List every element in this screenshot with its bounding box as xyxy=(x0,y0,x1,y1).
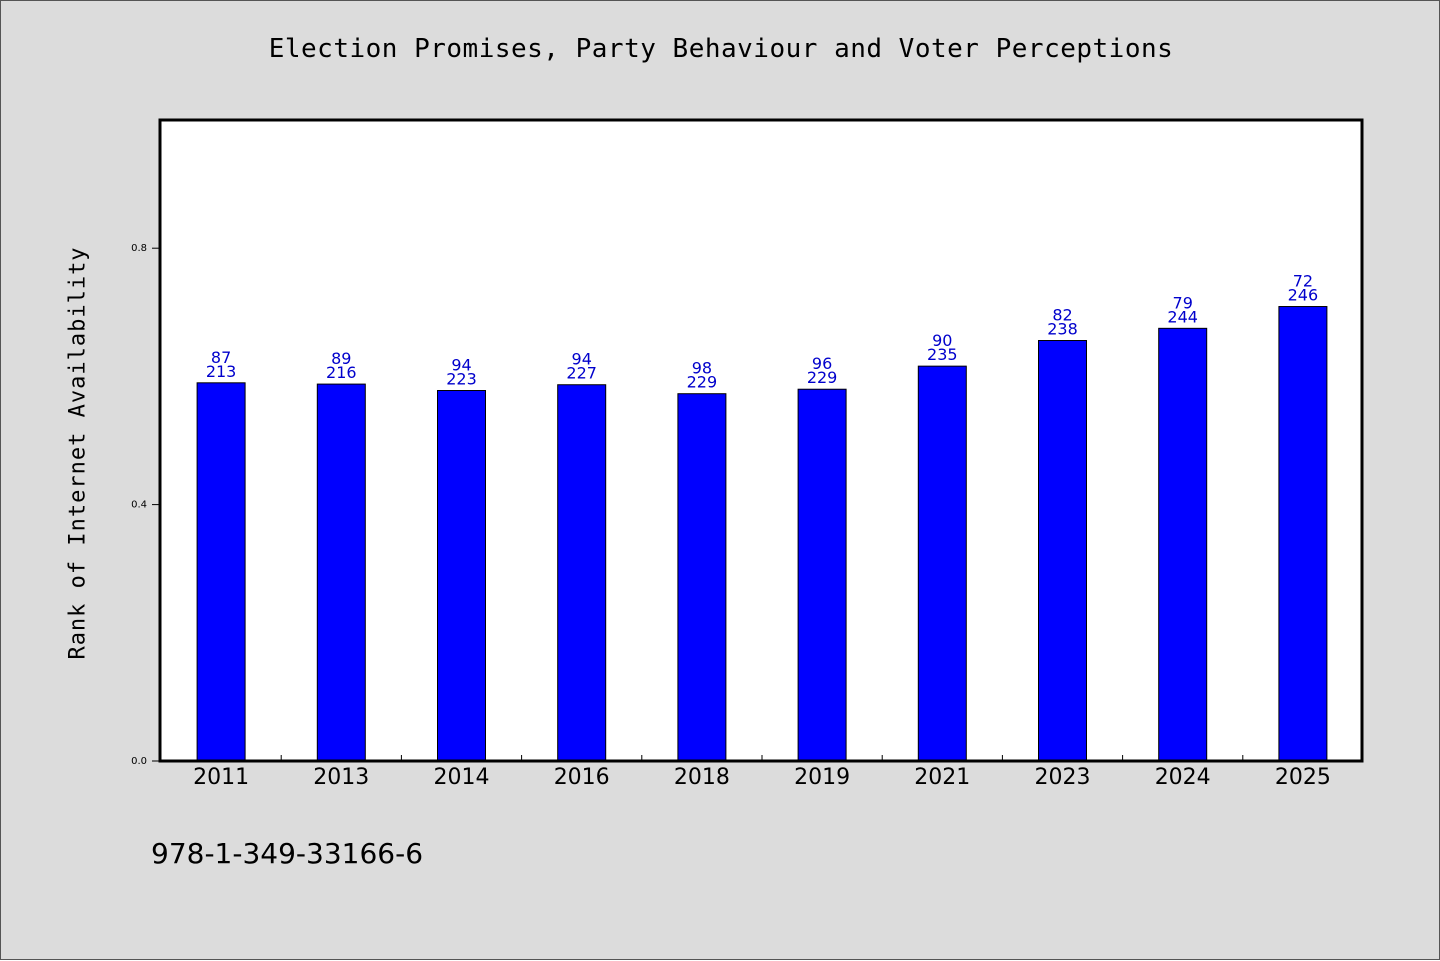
bar-label-bottom: 244 xyxy=(1167,307,1198,326)
x-tick-label: 2019 xyxy=(794,765,850,790)
bar xyxy=(1278,306,1328,762)
bar xyxy=(1158,327,1208,762)
bar-label-top: 79 xyxy=(1173,293,1193,312)
bar-label-top: 96 xyxy=(812,354,832,373)
bar-label-top: 89 xyxy=(331,349,351,368)
bar-label-bottom: 235 xyxy=(927,345,958,364)
plot-frame xyxy=(158,118,1364,763)
bar-label-bottom: 213 xyxy=(206,362,237,381)
bar-label-top: 87 xyxy=(211,348,231,367)
bar-label-top: 82 xyxy=(1052,306,1072,325)
x-tick-label: 2016 xyxy=(554,765,610,790)
bar xyxy=(797,388,847,762)
isbn-code: 978-1-349-33166-6 xyxy=(151,837,424,870)
x-tick-label: 2013 xyxy=(313,765,369,790)
bar xyxy=(316,383,366,762)
bar-label-top: 98 xyxy=(692,359,712,378)
x-tick-label: 2014 xyxy=(434,765,490,790)
chart-title: Election Promises, Party Behaviour and V… xyxy=(268,34,1174,64)
y-tick-label: 0.4 xyxy=(131,500,147,511)
bar-label-top: 72 xyxy=(1293,272,1313,291)
bar xyxy=(1038,340,1087,762)
bar xyxy=(677,393,727,762)
bar-label-bottom: 223 xyxy=(446,370,477,389)
x-tick-label: 2021 xyxy=(914,765,970,790)
bar-label-bottom: 216 xyxy=(326,363,357,382)
bar xyxy=(557,384,607,762)
bar-label-bottom: 227 xyxy=(566,364,597,383)
bar-label-top: 90 xyxy=(932,331,952,350)
bar-label-top: 94 xyxy=(451,356,471,375)
x-tick-label: 2024 xyxy=(1155,765,1211,790)
bar xyxy=(917,365,967,762)
bar-label-bottom: 229 xyxy=(687,373,718,392)
y-tick-label: 0.8 xyxy=(131,243,147,254)
bar-label-bottom: 229 xyxy=(807,368,838,387)
x-tick-label: 2025 xyxy=(1275,765,1331,790)
x-tick-label: 2023 xyxy=(1035,765,1091,790)
bar-label-bottom: 238 xyxy=(1047,320,1078,339)
bar xyxy=(437,390,486,762)
bar-label-bottom: 246 xyxy=(1288,286,1319,305)
bar-label-top: 94 xyxy=(572,350,592,369)
bar xyxy=(196,382,246,762)
y-tick-label: 0.0 xyxy=(131,756,147,767)
x-tick-label: 2018 xyxy=(674,765,730,790)
x-tick-label: 2011 xyxy=(193,765,249,790)
